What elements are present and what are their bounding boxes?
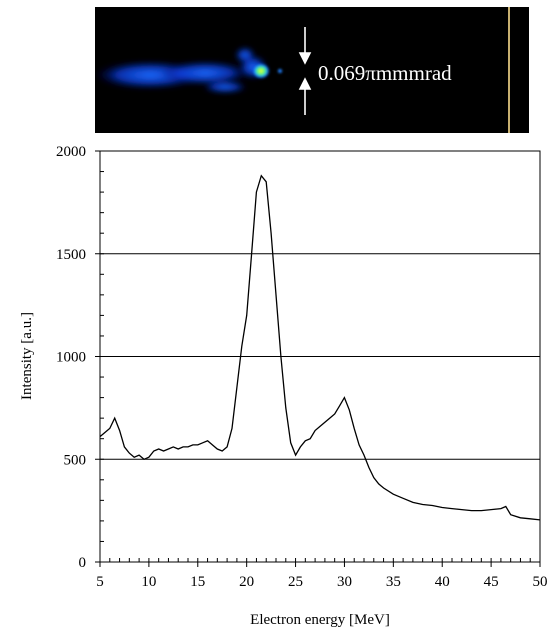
series-line (99, 174, 541, 521)
y-tick-label: 0 (79, 555, 87, 571)
x-tick-label: 5 (96, 574, 104, 590)
x-tick-label: 20 (239, 574, 254, 590)
x-tick-label: 40 (435, 574, 450, 590)
y-tick-label: 2000 (56, 144, 86, 160)
beam-hot-spot (252, 63, 282, 79)
y-axis: 0 500 1000 1500 2000 (56, 144, 104, 571)
y-tick-label: 1000 (56, 350, 86, 366)
y-axis-title: Intensity [a.u.] (19, 312, 35, 400)
y-tick-label: 1500 (56, 247, 86, 263)
x-tick-label: 25 (288, 574, 303, 590)
x-axis-title: Electron energy [MeV] (250, 612, 390, 628)
gridlines (100, 253, 540, 460)
y-tick-label: 500 (64, 452, 87, 468)
x-tick-label: 35 (386, 574, 401, 590)
beam-size-arrows (298, 27, 312, 115)
x-tick-label: 10 (141, 574, 156, 590)
x-tick-label: 45 (484, 574, 499, 590)
x-axis: 5 10 15 20 25 30 35 40 45 50 (96, 558, 548, 590)
emittance-annotation: 0.069πmmmrad (318, 61, 452, 85)
x-tick-label: 15 (190, 574, 205, 590)
electron-beam-image: 0.069πmmmrad (95, 7, 529, 133)
intensity-chart: 5 10 15 20 25 30 35 40 45 50 0 500 1000 1500 2000 Ele… (19, 144, 548, 628)
x-tick-label: 50 (533, 574, 548, 590)
x-tick-label: 30 (337, 574, 352, 590)
